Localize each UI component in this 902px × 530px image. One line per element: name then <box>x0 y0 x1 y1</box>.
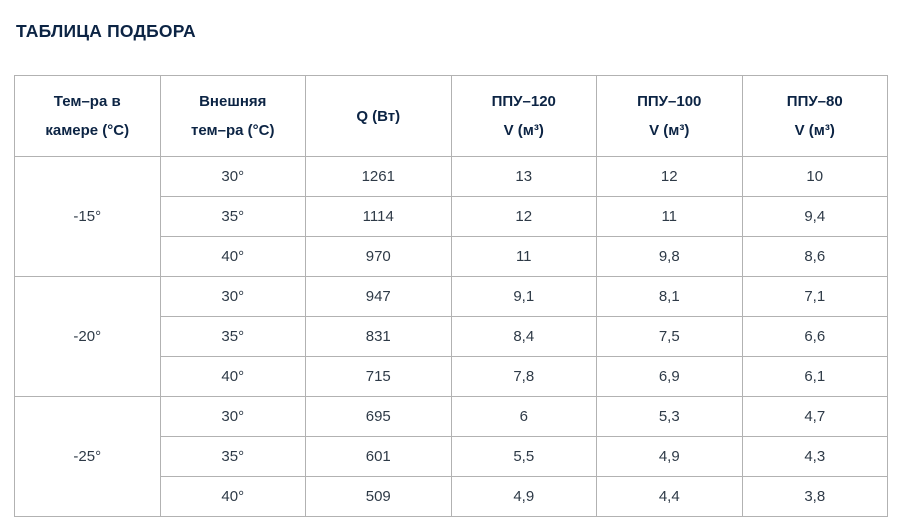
cell-ppu120-volume: 9,1 <box>450 276 597 317</box>
page-title: ТАБЛИЦА ПОДБОРА <box>16 21 196 41</box>
cell-ppu100-volume: 6,9 <box>596 356 743 397</box>
col-header-external-temp: Внешняя тем–ра (°С) <box>159 75 306 157</box>
col-header-ppu120: ППУ–120 V (м³) <box>450 75 597 157</box>
header-line: ППУ–120 <box>491 93 556 110</box>
cell-ppu120-volume: 4,9 <box>450 476 597 517</box>
cell-q-watt: 601 <box>305 436 452 477</box>
header-line: Q (Вт) <box>356 107 401 125</box>
cell-ppu120-volume: 12 <box>450 196 597 237</box>
table-row: 35° 831 8,4 7,5 6,6 <box>15 316 888 357</box>
cell-external-temp: 40° <box>159 356 306 397</box>
selection-table: Тем–ра в камере (°С) Внешняя тем–ра (°С)… <box>14 75 888 517</box>
cell-q-watt: 1261 <box>305 156 452 197</box>
cell-ppu100-volume: 12 <box>596 156 743 197</box>
header-line: тем–ра (°С) <box>191 122 275 139</box>
cell-ppu80-volume: 3,8 <box>741 476 888 517</box>
cell-chamber-temp: -25° <box>14 396 161 517</box>
header-line: камере (°С) <box>45 122 130 139</box>
cell-ppu100-volume: 11 <box>596 196 743 237</box>
table-row: 40° 970 11 9,8 8,6 <box>15 236 888 277</box>
cell-external-temp: 30° <box>159 276 306 317</box>
cell-external-temp: 40° <box>159 236 306 277</box>
header-line: ППУ–100 <box>637 93 702 110</box>
cell-ppu120-volume: 6 <box>450 396 597 437</box>
col-header-q-watt: Q (Вт) <box>305 75 452 157</box>
cell-ppu80-volume: 10 <box>741 156 888 197</box>
cell-ppu120-volume: 5,5 <box>450 436 597 477</box>
cell-ppu80-volume: 7,1 <box>741 276 888 317</box>
table-row: 40° 509 4,9 4,4 3,8 <box>15 476 888 517</box>
cell-external-temp: 35° <box>159 196 306 237</box>
table-row: -15° 30° 1261 13 12 10 <box>14 156 888 277</box>
cell-chamber-temp: -20° <box>14 276 161 397</box>
cell-external-temp: 35° <box>159 436 306 477</box>
col-header-ppu80: ППУ–80 V (м³) <box>741 75 888 157</box>
col-header-ppu100: ППУ–100 V (м³) <box>596 75 743 157</box>
cell-ppu100-volume: 8,1 <box>596 276 743 317</box>
cell-q-watt: 947 <box>305 276 452 317</box>
cell-ppu100-volume: 5,3 <box>596 396 743 437</box>
header-line: V (м³) <box>649 122 690 139</box>
header-line: Тем–ра в <box>53 93 121 110</box>
header-line: Внешняя <box>199 93 267 110</box>
table-row: 35° 1114 12 11 9,4 <box>15 196 888 237</box>
cell-q-watt: 970 <box>305 236 452 277</box>
cell-external-temp: 30° <box>159 396 306 437</box>
cell-ppu80-volume: 8,6 <box>741 236 888 277</box>
cell-ppu100-volume: 7,5 <box>596 316 743 357</box>
cell-ppu120-volume: 13 <box>450 156 597 197</box>
cell-ppu120-volume: 8,4 <box>450 316 597 357</box>
header-line: ППУ–80 <box>786 93 843 110</box>
cell-chamber-temp: -15° <box>14 156 161 277</box>
cell-ppu120-volume: 7,8 <box>450 356 597 397</box>
cell-external-temp: 40° <box>159 476 306 517</box>
cell-ppu80-volume: 6,6 <box>741 316 888 357</box>
cell-ppu100-volume: 4,4 <box>596 476 743 517</box>
cell-ppu100-volume: 9,8 <box>596 236 743 277</box>
header-row: Тем–ра в камере (°С) Внешняя тем–ра (°С)… <box>14 75 888 157</box>
cell-q-watt: 1114 <box>305 196 452 237</box>
cell-ppu80-volume: 6,1 <box>741 356 888 397</box>
col-header-chamber-temp: Тем–ра в камере (°С) <box>14 75 161 157</box>
cell-ppu100-volume: 4,9 <box>596 436 743 477</box>
cell-ppu80-volume: 9,4 <box>741 196 888 237</box>
cell-q-watt: 695 <box>305 396 452 437</box>
table-body: -15° 30° 1261 13 12 10 35° 1114 12 11 9,… <box>14 156 888 517</box>
cell-external-temp: 30° <box>159 156 306 197</box>
cell-ppu80-volume: 4,3 <box>741 436 888 477</box>
table-row: -25° 30° 695 6 5,3 4,7 <box>14 396 888 517</box>
cell-ppu120-volume: 11 <box>450 236 597 277</box>
table-row: -20° 30° 947 9,1 8,1 7,1 <box>14 276 888 397</box>
cell-ppu80-volume: 4,7 <box>741 396 888 437</box>
cell-q-watt: 831 <box>305 316 452 357</box>
header-line: V (м³) <box>503 122 544 139</box>
table-header: Тем–ра в камере (°С) Внешняя тем–ра (°С)… <box>14 75 888 157</box>
cell-external-temp: 35° <box>159 316 306 357</box>
cell-q-watt: 509 <box>305 476 452 517</box>
header-line: V (м³) <box>794 122 835 139</box>
cell-q-watt: 715 <box>305 356 452 397</box>
table-row: 35° 601 5,5 4,9 4,3 <box>15 436 888 477</box>
table-row: 40° 715 7,8 6,9 6,1 <box>15 356 888 397</box>
